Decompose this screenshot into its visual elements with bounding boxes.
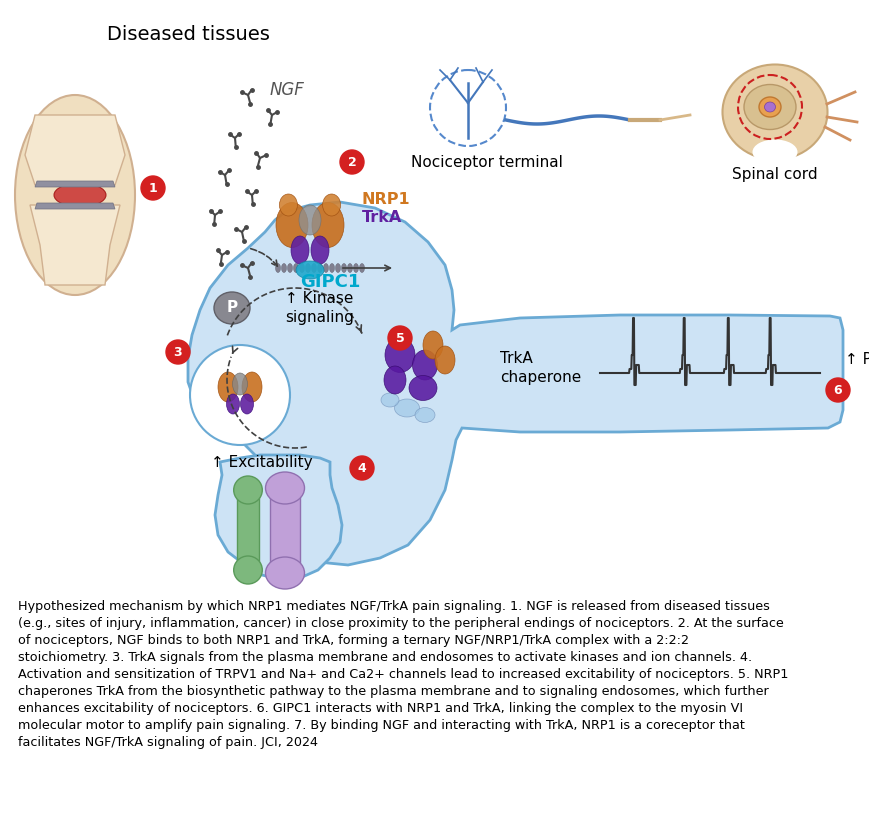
Text: of nociceptors, NGF binds to both NRP1 and TrkA, forming a ternary NGF/NRP1/TrkA: of nociceptors, NGF binds to both NRP1 a…: [18, 634, 688, 647]
Text: Diseased tissues: Diseased tissues: [106, 26, 269, 45]
Text: (e.g., sites of injury, inflammation, cancer) in close proximity to the peripher: (e.g., sites of injury, inflammation, ca…: [18, 617, 783, 630]
Polygon shape: [35, 203, 115, 209]
Ellipse shape: [275, 202, 308, 248]
Text: Activation and sensitization of TRPV1 and Na+ and Ca2+ channels lead to increase: Activation and sensitization of TRPV1 an…: [18, 668, 787, 681]
Ellipse shape: [265, 472, 304, 504]
Text: ↑ Excitability: ↑ Excitability: [211, 454, 313, 469]
Polygon shape: [35, 181, 115, 187]
Ellipse shape: [758, 97, 780, 117]
Ellipse shape: [342, 263, 346, 273]
Ellipse shape: [240, 394, 253, 414]
Ellipse shape: [385, 338, 415, 373]
Ellipse shape: [721, 64, 826, 159]
Ellipse shape: [752, 140, 797, 164]
Text: 5: 5: [395, 331, 404, 344]
Circle shape: [340, 150, 363, 174]
Ellipse shape: [295, 261, 323, 279]
Ellipse shape: [234, 556, 262, 584]
Ellipse shape: [323, 263, 328, 273]
Ellipse shape: [290, 236, 308, 264]
Text: GIPC1: GIPC1: [300, 273, 360, 291]
Ellipse shape: [312, 202, 343, 248]
Text: 2: 2: [348, 155, 356, 169]
Polygon shape: [215, 455, 342, 580]
Text: 3: 3: [174, 345, 182, 358]
Text: NGF: NGF: [269, 81, 304, 99]
Ellipse shape: [282, 263, 286, 273]
Ellipse shape: [299, 205, 321, 235]
Text: Hypothesized mechanism by which NRP1 mediates NGF/TrkA pain signaling. 1. NGF is: Hypothesized mechanism by which NRP1 med…: [18, 600, 769, 613]
Ellipse shape: [54, 183, 106, 207]
Text: ↑ Pain: ↑ Pain: [844, 353, 869, 368]
Text: TrkA: TrkA: [362, 211, 401, 225]
Ellipse shape: [383, 366, 406, 394]
Text: Spinal cord: Spinal cord: [732, 168, 817, 183]
Polygon shape: [188, 202, 842, 565]
Polygon shape: [236, 490, 259, 570]
Ellipse shape: [265, 557, 304, 589]
Ellipse shape: [322, 194, 340, 216]
Circle shape: [141, 176, 165, 200]
Ellipse shape: [764, 102, 774, 112]
Ellipse shape: [279, 194, 297, 216]
Circle shape: [349, 456, 374, 480]
Ellipse shape: [353, 263, 358, 273]
Ellipse shape: [234, 476, 262, 504]
Ellipse shape: [218, 372, 238, 402]
Ellipse shape: [415, 407, 434, 423]
Ellipse shape: [275, 263, 280, 273]
Ellipse shape: [317, 263, 322, 273]
Ellipse shape: [412, 350, 437, 380]
Ellipse shape: [408, 376, 436, 401]
Ellipse shape: [381, 393, 399, 407]
Ellipse shape: [394, 399, 419, 417]
Text: Nociceptor terminal: Nociceptor terminal: [410, 154, 562, 169]
Ellipse shape: [335, 263, 340, 273]
Ellipse shape: [293, 263, 298, 273]
Ellipse shape: [299, 263, 304, 273]
Ellipse shape: [434, 346, 454, 374]
Text: enhances excitability of nociceptors. 6. GIPC1 interacts with NRP1 and TrkA, lin: enhances excitability of nociceptors. 6.…: [18, 702, 742, 715]
Text: 4: 4: [357, 462, 366, 474]
Ellipse shape: [287, 263, 292, 273]
Text: 6: 6: [833, 383, 841, 396]
Ellipse shape: [347, 263, 352, 273]
Ellipse shape: [310, 236, 328, 264]
Circle shape: [388, 326, 412, 350]
Text: ↑ Kinase
signaling: ↑ Kinase signaling: [285, 292, 354, 325]
Polygon shape: [25, 115, 125, 185]
Text: P: P: [226, 301, 237, 316]
Text: TrkA
chaperone: TrkA chaperone: [500, 351, 580, 385]
Circle shape: [189, 345, 289, 445]
Text: facilitates NGF/TrkA signaling of pain. JCI, 2024: facilitates NGF/TrkA signaling of pain. …: [18, 736, 318, 749]
Circle shape: [825, 378, 849, 402]
Text: chaperones TrkA from the biosynthetic pathway to the plasma membrane and to sign: chaperones TrkA from the biosynthetic pa…: [18, 685, 768, 698]
Ellipse shape: [359, 263, 364, 273]
Ellipse shape: [305, 263, 310, 273]
Ellipse shape: [242, 372, 262, 402]
Text: 1: 1: [149, 182, 157, 194]
Ellipse shape: [232, 373, 247, 395]
Ellipse shape: [15, 95, 135, 295]
Text: NRP1: NRP1: [362, 192, 410, 207]
Ellipse shape: [214, 292, 249, 324]
Text: stoichiometry. 3. TrkA signals from the plasma membrane and endosomes to activat: stoichiometry. 3. TrkA signals from the …: [18, 651, 752, 664]
Polygon shape: [30, 205, 120, 285]
Text: molecular motor to amplify pain signaling. 7. By binding NGF and interacting wit: molecular motor to amplify pain signalin…: [18, 719, 744, 732]
Circle shape: [166, 340, 189, 364]
Ellipse shape: [226, 394, 239, 414]
Ellipse shape: [743, 84, 795, 130]
Ellipse shape: [422, 331, 442, 359]
Polygon shape: [269, 488, 300, 573]
Ellipse shape: [311, 263, 316, 273]
Ellipse shape: [329, 263, 334, 273]
